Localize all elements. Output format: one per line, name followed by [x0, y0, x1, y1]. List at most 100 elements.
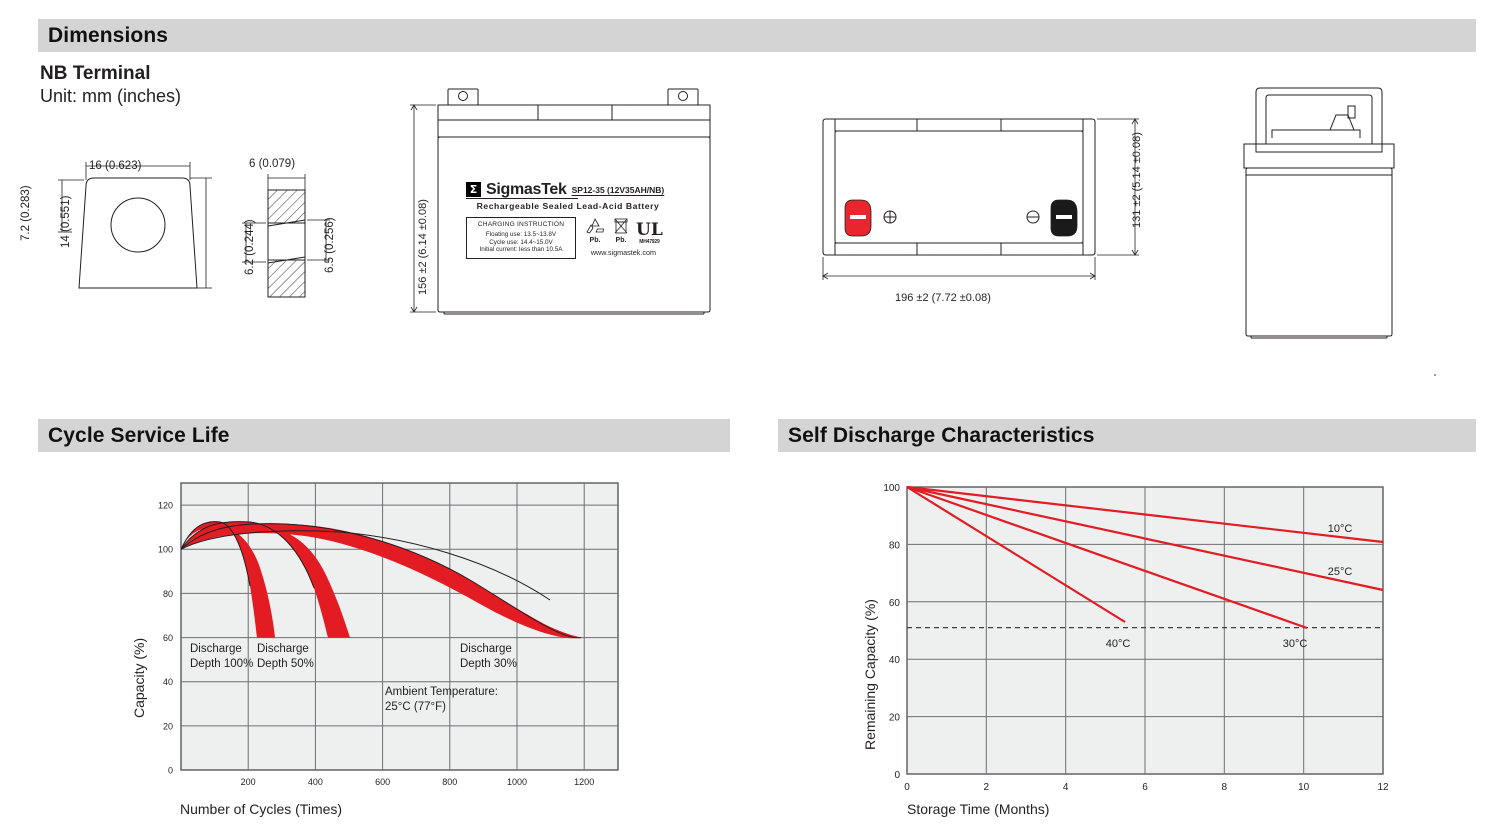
charging-instruction-title: CHARGING INSTRUCTION: [477, 221, 565, 228]
cycle-ytick-80: 80: [163, 589, 173, 599]
cycle-anno-dod100-l2: Depth 100%: [190, 658, 253, 670]
section-title-cycle-service-life: Cycle Service Life: [48, 423, 230, 447]
brand-row: Σ SigmasTek SP12-35 (12V35AH/NB): [466, 181, 678, 198]
section-header-self-discharge: Self Discharge Characteristics: [778, 419, 1476, 452]
cycle-ytick-40: 40: [163, 677, 173, 687]
sigma-logo-icon: Σ: [466, 182, 481, 197]
sd-label-25c: 25°C: [1328, 566, 1353, 578]
dim-battery-height: 156 ±2 (6.14 ±0.08): [417, 199, 429, 295]
sd-ytick-40: 40: [889, 655, 901, 666]
sd-label-40c: 40°C: [1106, 638, 1131, 650]
section-header-dimensions: Dimensions: [38, 19, 1476, 52]
terminal-drawing-svg: [58, 162, 330, 298]
battery-type-subtitle: Rechargeable Sealed Lead-Acid Battery: [476, 201, 660, 211]
battery-front-svg: [410, 88, 711, 315]
ul-mark: UL MH47929: [636, 220, 663, 246]
cycle-xtick-400: 400: [308, 777, 323, 787]
sd-xtick-8: 8: [1222, 782, 1228, 793]
website-url: www.sigmastek.com: [590, 248, 656, 257]
battery-front-view: [400, 82, 745, 322]
cycle-xtick-600: 600: [375, 777, 390, 787]
cycle-ytick-60: 60: [163, 633, 173, 643]
sd-ytick-60: 60: [889, 598, 901, 609]
sd-xtick-2: 2: [984, 782, 990, 793]
dim-side-inner: 6.2 (0.244): [244, 219, 256, 275]
sd-label-10c: 10°C: [1328, 523, 1353, 535]
cycle-xtick-200: 200: [241, 777, 256, 787]
unit-note: Unit: mm (inches): [40, 86, 182, 106]
crossed-out-bin-icon: [614, 218, 628, 234]
section-title-self-discharge: Self Discharge Characteristics: [788, 423, 1095, 447]
battery-top-view: [805, 100, 1155, 320]
cycle-anno-ambient-l1: Ambient Temperature:: [385, 686, 498, 698]
sd-xtick-10: 10: [1298, 782, 1310, 793]
sd-ytick-80: 80: [889, 540, 901, 551]
charging-line-cycle: Cycle use: 14.4~15.0V: [489, 238, 553, 246]
self-discharge-line-10c: [906, 485, 1384, 544]
battery-top-svg: [822, 118, 1139, 280]
recycle-mark: Pb.: [584, 217, 606, 245]
sd-ylabel: Remaining Capacity (%): [862, 599, 878, 750]
battery-model: SP12-35 (12V35AH/NB): [571, 185, 665, 195]
cycle-xlabel: Number of Cycles (Times): [180, 801, 342, 817]
battery-product-label: Σ SigmasTek SP12-35 (12V35AH/NB) Recharg…: [466, 182, 678, 259]
cycle-ytick-100: 100: [158, 545, 173, 555]
certification-marks: Pb. Pb. UL MH47929 www.sigmastek.com: [584, 217, 663, 257]
cycle-anno-dod100-l1: Discharge: [190, 643, 242, 655]
cycle-anno-dod50-l1: Discharge: [257, 643, 309, 655]
sd-xtick-4: 4: [1063, 782, 1069, 793]
dim-battery-width: 196 ±2 (7.72 ±0.08): [895, 292, 991, 304]
nb-terminal-heading: NB Terminal: [40, 63, 151, 84]
charging-line-floating: Floating use: 13.5~13.8V: [485, 231, 557, 238]
sd-label-30c: 30°C: [1283, 638, 1308, 650]
chart-cycle-service-life: 120 100 80 60 40 20 0 200 400 600 800 10…: [110, 460, 670, 820]
section-title-dimensions: Dimensions: [48, 23, 169, 47]
cycle-chart-svg: 120 100 80 60 40 20 0 200 400 600 800 10…: [131, 482, 619, 817]
cycle-xtick-800: 800: [442, 777, 457, 787]
battery-side-view: [1238, 82, 1418, 362]
charging-line-initial-current: Initial current: less than 10.5A: [479, 246, 563, 254]
stray-dot: [1434, 374, 1436, 376]
battery-side-svg: [1243, 87, 1395, 339]
no-bin-caption: Pb.: [615, 237, 627, 244]
dim-side-thickness: 6 (0.079): [249, 158, 296, 170]
sd-ytick-100: 100: [883, 483, 900, 494]
sd-ytick-20: 20: [889, 713, 901, 724]
label-lower-row: CHARGING INSTRUCTION Floating use: 13.5~…: [466, 217, 678, 259]
nb-terminal-heading-block: NB Terminal Unit: mm (inches): [40, 62, 181, 108]
brand-underline: [466, 198, 578, 199]
recycle-caption: Pb.: [589, 237, 601, 244]
dim-front-width: 16 (0.623): [89, 160, 142, 172]
cycle-ytick-20: 20: [163, 721, 173, 731]
dim-front-top-offset: 7.2 (0.283): [20, 185, 32, 241]
sd-xtick-0: 0: [904, 782, 910, 793]
self-discharge-chart-svg: 100 80 60 40 20 0 0 2 4 6 8 10 12 10°C 2…: [862, 483, 1389, 817]
self-discharge-line-30c: [906, 485, 1308, 630]
terminal-drawings: [40, 150, 360, 320]
cycle-anno-dod30-l2: Depth 30%: [460, 658, 517, 670]
sd-ytick-0: 0: [894, 770, 900, 781]
self-discharge-line-25c: [906, 485, 1384, 592]
self-discharge-line-40c: [906, 486, 1126, 623]
sd-xtick-6: 6: [1142, 782, 1148, 793]
ul-logo-icon: UL: [636, 220, 663, 240]
chart-self-discharge: 100 80 60 40 20 0 0 2 4 6 8 10 12 10°C 2…: [855, 460, 1455, 820]
cycle-anno-ambient-l2: 25°C (77°F): [385, 701, 446, 713]
cycle-ytick-120: 120: [158, 501, 173, 511]
cycle-anno-dod50-l2: Depth 50%: [257, 658, 314, 670]
cycle-xtick-1000: 1000: [507, 777, 527, 787]
sd-xlabel: Storage Time (Months): [907, 801, 1049, 817]
dim-front-height: 14 (0.551): [60, 195, 72, 248]
brand-name: SigmasTek: [486, 181, 567, 198]
dim-side-outer: 6.5 (0.256): [324, 217, 336, 273]
sd-xtick-12: 12: [1377, 782, 1389, 793]
recycle-icon: [586, 218, 604, 234]
cycle-xtick-1200: 1200: [574, 777, 594, 787]
charging-instruction-box: CHARGING INSTRUCTION Floating use: 13.5~…: [466, 217, 576, 259]
ul-file-number: MH47929: [639, 239, 660, 245]
no-bin-mark: Pb.: [613, 217, 629, 245]
cycle-ylabel: Capacity (%): [131, 638, 147, 718]
dim-battery-depth: 131 ±2 (5.14 ±0.08): [1131, 132, 1143, 228]
cycle-anno-dod30-l1: Discharge: [460, 643, 512, 655]
cycle-ytick-0: 0: [168, 766, 173, 776]
